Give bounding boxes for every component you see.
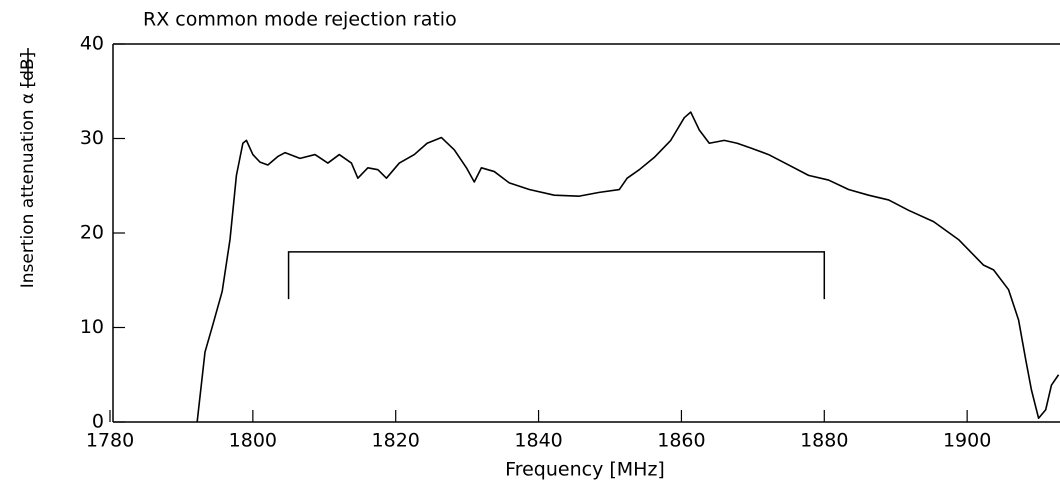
- y-axis-label: Insertion attenuation α [dB]: [18, 52, 38, 289]
- chart-title: RX common mode rejection ratio: [143, 9, 457, 31]
- x-tick-label: 1880: [800, 430, 848, 452]
- x-tick-label: 1820: [372, 430, 420, 452]
- x-axis-label: Frequency [MHz]: [505, 459, 665, 481]
- x-tick-label: 1780: [86, 430, 134, 452]
- y-tick-label: 10: [80, 316, 104, 338]
- data-line: [196, 111, 1060, 422]
- y-tick-label: 30: [80, 127, 104, 149]
- bracket: [287, 251, 826, 300]
- y-tick-label: 40: [80, 33, 104, 55]
- y-tick-label: 20: [80, 222, 104, 244]
- x-tick-label: 1860: [657, 430, 705, 452]
- x-tick-label: 1900: [943, 430, 991, 452]
- x-tick-label: 1800: [229, 430, 277, 452]
- x-tick-label: 1840: [514, 430, 562, 452]
- plot-area: [196, 111, 1060, 422]
- y-tick-label: 0: [92, 411, 104, 433]
